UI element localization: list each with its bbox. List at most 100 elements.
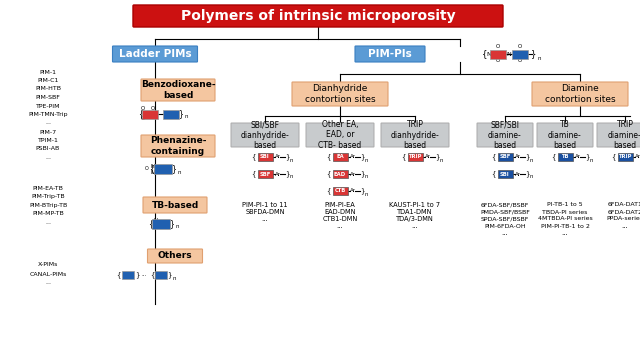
Text: Ar: Ar <box>635 155 640 160</box>
Bar <box>333 153 348 161</box>
Text: }: } <box>585 154 589 160</box>
FancyBboxPatch shape <box>355 46 425 62</box>
Text: O: O <box>145 166 149 171</box>
Text: TPIM-1: TPIM-1 <box>38 138 58 143</box>
Text: PIM-1: PIM-1 <box>40 70 56 75</box>
Text: SBF: SBF <box>259 171 271 176</box>
Text: O: O <box>141 116 145 121</box>
Text: {: { <box>150 272 154 278</box>
Text: n: n <box>172 276 176 281</box>
Text: ...: ... <box>621 223 628 229</box>
Text: ...: ... <box>141 272 147 277</box>
Text: 6FDA-DAT2: 6FDA-DAT2 <box>607 210 640 215</box>
Text: N: N <box>507 51 511 56</box>
Text: TRIP: TRIP <box>618 155 632 160</box>
FancyBboxPatch shape <box>537 123 593 147</box>
Bar <box>257 153 273 161</box>
Text: n: n <box>537 55 541 60</box>
Text: }: } <box>135 272 140 278</box>
Text: PIM-7: PIM-7 <box>40 130 56 135</box>
Bar <box>557 153 573 161</box>
Text: n: n <box>529 175 532 180</box>
Text: {: { <box>611 154 616 160</box>
Text: TB
diamine-
based: TB diamine- based <box>548 120 582 150</box>
Text: SBI/SBF
dianhydride-
based: SBI/SBF dianhydride- based <box>241 120 289 150</box>
Text: X-PIMs: X-PIMs <box>38 262 58 267</box>
Bar <box>497 153 513 161</box>
Text: {: { <box>148 220 152 228</box>
Text: }: } <box>179 110 184 119</box>
Text: n: n <box>439 157 443 162</box>
Text: CTB1-DMN: CTB1-DMN <box>323 216 358 222</box>
Text: TPE-PIM: TPE-PIM <box>36 104 60 109</box>
Text: {: { <box>252 154 256 160</box>
Text: PIM-TMN-Trip: PIM-TMN-Trip <box>28 112 68 117</box>
Text: PIM-EA-TB: PIM-EA-TB <box>33 186 63 191</box>
Text: {: { <box>326 171 331 177</box>
Text: }: } <box>525 171 529 177</box>
Text: Ar: Ar <box>515 155 521 160</box>
FancyBboxPatch shape <box>113 46 198 62</box>
Text: PIM-PIs: PIM-PIs <box>368 49 412 59</box>
Text: PIM-6FDA-OH: PIM-6FDA-OH <box>484 223 526 228</box>
Text: {: { <box>116 272 120 278</box>
Text: KAUST-PI-1 to 7: KAUST-PI-1 to 7 <box>389 202 440 208</box>
FancyBboxPatch shape <box>306 123 374 147</box>
Text: }: } <box>360 188 364 194</box>
Text: n: n <box>184 115 188 120</box>
FancyBboxPatch shape <box>231 123 299 147</box>
Text: N: N <box>154 218 158 223</box>
Text: 4MTBDA-PI series: 4MTBDA-PI series <box>538 216 593 221</box>
Text: PIM-BTrip-TB: PIM-BTrip-TB <box>29 202 67 207</box>
Text: {: { <box>551 154 556 160</box>
Text: {: { <box>492 154 496 160</box>
FancyBboxPatch shape <box>141 135 215 157</box>
Text: Ar: Ar <box>575 155 581 160</box>
Text: TDA/3-DMN: TDA/3-DMN <box>396 216 434 222</box>
Text: n: n <box>364 191 368 196</box>
Text: Ar: Ar <box>275 171 281 176</box>
Text: O: O <box>496 45 500 50</box>
Text: n: n <box>364 157 368 162</box>
Text: {: { <box>326 154 331 160</box>
Text: }: } <box>435 154 439 160</box>
Text: }: } <box>531 50 537 59</box>
Text: O: O <box>151 106 155 111</box>
Text: PIM-HTB: PIM-HTB <box>35 86 61 91</box>
Text: {: { <box>138 110 143 119</box>
Text: ...: ... <box>45 121 51 126</box>
Bar <box>152 219 170 229</box>
Text: }: } <box>167 272 172 278</box>
Text: PIM-PI-1 to 11: PIM-PI-1 to 11 <box>243 202 288 208</box>
Text: {: { <box>148 165 154 174</box>
Text: n: n <box>529 157 532 162</box>
Text: CANAL-PIMs: CANAL-PIMs <box>29 272 67 277</box>
Text: PIM-PI-TB-1 to 2: PIM-PI-TB-1 to 2 <box>541 223 589 228</box>
Text: PIM-C1: PIM-C1 <box>37 78 59 83</box>
Text: n: n <box>364 175 368 180</box>
Text: TRIP
diamine-
based: TRIP diamine- based <box>608 120 640 150</box>
Text: TB: TB <box>561 155 569 160</box>
Text: ...: ... <box>262 216 268 222</box>
Bar <box>333 187 348 195</box>
Text: {: { <box>492 171 496 177</box>
Bar <box>155 271 167 279</box>
Text: Ar: Ar <box>350 188 356 193</box>
Bar <box>333 170 348 178</box>
Text: Dianhydride
contortion sites: Dianhydride contortion sites <box>305 84 375 104</box>
Text: Ar: Ar <box>350 155 356 160</box>
Bar <box>122 271 134 279</box>
Bar <box>163 110 179 119</box>
Text: Ladder PIMs: Ladder PIMs <box>118 49 191 59</box>
Text: O: O <box>141 106 145 111</box>
Text: PPDA-series: PPDA-series <box>607 216 640 221</box>
Text: ...: ... <box>502 230 508 236</box>
FancyBboxPatch shape <box>381 123 449 147</box>
Text: {: { <box>483 50 488 59</box>
Text: Others: Others <box>157 251 192 261</box>
Bar <box>497 170 513 178</box>
Text: ...: ... <box>45 155 51 160</box>
Text: O: O <box>518 45 522 50</box>
Text: SPDA-SBF/BSBF: SPDA-SBF/BSBF <box>481 216 529 221</box>
Text: }: } <box>285 154 289 160</box>
